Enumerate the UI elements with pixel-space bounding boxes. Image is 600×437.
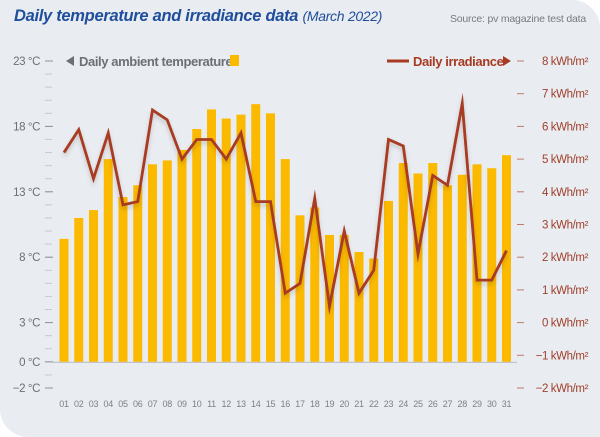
- left-tick-label: 18 °C: [13, 121, 40, 133]
- x-tick-label: 08: [163, 399, 173, 409]
- legend-irradiance-label: Daily irradiance: [413, 54, 504, 69]
- x-tick-label: 23: [384, 399, 394, 409]
- temperature-bar: [74, 217, 84, 362]
- right-tick-label: 0 kWh/m²: [542, 318, 589, 330]
- x-tick-label: 22: [369, 399, 379, 409]
- irradiance-line: [62, 92, 508, 315]
- x-tick-label: 11: [207, 399, 216, 409]
- left-tick-label: 0 °C: [19, 357, 40, 369]
- legend-temperature: Daily ambient temperature: [66, 54, 239, 69]
- x-tick-label: 28: [458, 399, 468, 409]
- temperature-bar: [177, 149, 187, 362]
- x-tick-label: 26: [428, 399, 438, 409]
- x-tick-label: 17: [295, 399, 305, 409]
- x-tick-label: 06: [133, 399, 143, 409]
- x-tick-label: 30: [487, 399, 497, 409]
- x-tick-label: 24: [399, 399, 409, 409]
- x-tick-label: 16: [281, 399, 291, 409]
- temperature-bar: [207, 109, 216, 362]
- temperature-bar: [457, 174, 467, 362]
- x-tick-label: 25: [413, 399, 423, 409]
- temperature-bar: [310, 207, 320, 362]
- right-tick-label: 2 kWh/m²: [542, 252, 589, 264]
- temperature-bar: [148, 164, 157, 362]
- x-tick-label: 29: [472, 399, 482, 409]
- temperature-bar: [339, 234, 349, 362]
- temperature-bar: [89, 210, 98, 362]
- legend-temperature-label: Daily ambient temperature: [79, 54, 232, 69]
- temperature-bar: [266, 113, 275, 362]
- left-tick-label: 8 °C: [19, 252, 40, 264]
- x-tick-label: 15: [266, 399, 276, 409]
- temperature-bar: [59, 238, 69, 362]
- x-tick-label: 02: [74, 399, 84, 409]
- temperature-bar: [398, 163, 408, 362]
- right-tick-label: 7 kWh/m²: [542, 89, 589, 101]
- x-tick-label: 27: [443, 399, 453, 409]
- right-tick-label: −1 kWh/m²: [536, 350, 589, 362]
- arrow-right-icon: [503, 56, 511, 66]
- temperature-bars: [59, 104, 511, 362]
- x-tick-label: 09: [177, 399, 187, 409]
- temperature-bar: [133, 185, 143, 362]
- temperature-bar: [369, 258, 379, 362]
- x-tick-label: 14: [251, 399, 261, 409]
- temperature-bar: [251, 104, 261, 362]
- x-tick-label: 01: [59, 399, 69, 409]
- left-tick-label: 13 °C: [13, 187, 40, 199]
- x-tick-label: 19: [325, 399, 335, 409]
- temperature-bar: [280, 159, 290, 362]
- temperature-bar: [354, 251, 364, 362]
- temperature-bar: [384, 200, 393, 362]
- right-tick-label: 8 kWh/m²: [542, 56, 589, 68]
- temperature-bar: [413, 173, 423, 362]
- irradiance-series: [62, 92, 508, 315]
- x-tick-label: 13: [236, 399, 246, 409]
- x-tick-label: 20: [340, 399, 350, 409]
- temperature-bar: [162, 160, 172, 362]
- x-tick-label: 18: [310, 399, 320, 409]
- temperature-bar: [472, 164, 482, 362]
- x-axis: 01 02 03 04 05 06 07 08 09 10 11 12 13 14 15 16 17 18 19 20…: [59, 399, 512, 409]
- temperature-bar: [192, 129, 202, 362]
- right-tick-label: 4 kWh/m²: [542, 187, 589, 199]
- legend-irradiance: Daily irradiance: [387, 54, 511, 69]
- temperature-bar: [221, 118, 231, 362]
- x-tick-label: 07: [148, 399, 158, 409]
- chart-source: Source: pv magazine test data: [449, 13, 586, 25]
- left-tick-label: 3 °C: [19, 318, 40, 330]
- temperature-bar: [428, 163, 438, 362]
- temperature-bar: [118, 197, 128, 362]
- x-tick-label: 12: [222, 399, 232, 409]
- x-tick-label: 10: [192, 399, 202, 409]
- right-tick-label: 6 kWh/m²: [542, 121, 589, 133]
- x-tick-label: 31: [502, 399, 512, 409]
- temperature-bar: [236, 114, 246, 362]
- chart-title-main: Daily temperature and irradiance data: [14, 7, 299, 25]
- temperature-bar: [443, 185, 452, 362]
- x-tick-label: 21: [354, 399, 364, 409]
- right-tick-label: −2 kWh/m²: [536, 383, 589, 395]
- temperature-bar: [502, 155, 511, 362]
- temperature-bar: [295, 215, 305, 362]
- temperature-bar: [487, 168, 497, 362]
- x-tick-label: 05: [118, 399, 128, 409]
- chart-subtitle: (March 2022): [302, 8, 383, 24]
- x-tick-label: 03: [89, 399, 99, 409]
- right-tick-label: 5 kWh/m²: [542, 154, 589, 166]
- x-tick-label: 04: [104, 399, 114, 409]
- chart-title: Daily temperature and irradiance data (M…: [14, 7, 382, 26]
- right-tick-label: 1 kWh/m²: [542, 285, 589, 297]
- arrow-left-icon: [66, 56, 74, 66]
- right-axis: 8 kWh/m² 7 kWh/m² 6 kWh/m² 5 kWh/m² 4 kWh/m²…: [517, 56, 589, 395]
- temperature-bar: [103, 159, 113, 362]
- legend-temperature-swatch: [230, 55, 239, 66]
- left-axis: 23 °C 18 °C 13 °C 8 °C 3 °C 0 °C −2 °C: [13, 56, 53, 395]
- right-tick-label: 3 kWh/m²: [542, 220, 589, 232]
- left-tick-label: −2 °C: [13, 383, 40, 395]
- left-tick-label: 23 °C: [13, 56, 40, 68]
